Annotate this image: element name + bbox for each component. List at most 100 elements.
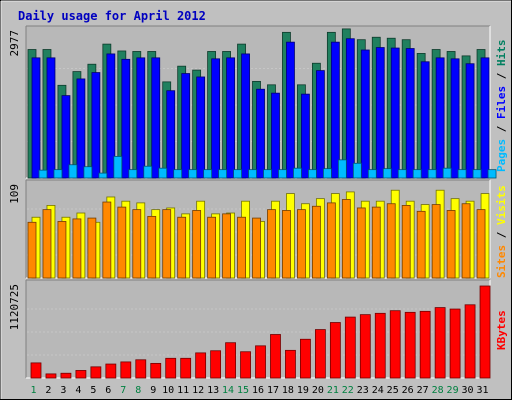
bar-sites-day-8 [132, 209, 142, 279]
day-label-12: 12 [192, 385, 204, 396]
day-label-18: 18 [282, 385, 294, 396]
bar-files-day-18 [286, 41, 295, 179]
bar-sites-day-21 [326, 202, 336, 279]
bar-pages-day-20 [322, 168, 332, 179]
bar-sites-day-15 [237, 216, 246, 279]
bar-sites-day-24 [371, 206, 381, 279]
bar-pages-day-3 [68, 164, 78, 179]
axis-label-part: Hits [495, 40, 508, 67]
day-label-3: 3 [60, 385, 66, 396]
bar-files-day-3 [61, 95, 71, 179]
bar-sites-day-2 [42, 209, 52, 279]
bar-pages-day-21 [337, 159, 347, 179]
bar-kbytes-day-30 [464, 304, 476, 379]
bar-pages-day-14 [233, 169, 242, 179]
bar-files-day-12 [196, 76, 206, 179]
bar-sites-day-16 [252, 217, 261, 279]
bar-pages-day-15 [248, 169, 257, 179]
bar-kbytes-day-31 [479, 285, 491, 379]
bar-pages-day-5 [98, 172, 108, 179]
bar-kbytes-day-24 [374, 312, 386, 379]
bar-files-day-8 [136, 57, 146, 179]
bar-files-day-29 [450, 58, 460, 179]
bar-files-day-20 [315, 70, 325, 179]
bar-files-day-6 [106, 53, 116, 179]
axis-label-part: Pages [495, 139, 508, 172]
bar-pages-day-19 [308, 169, 317, 179]
bar-pages-day-13 [218, 169, 228, 179]
bar-sites-day-7 [117, 206, 127, 279]
bar-files-day-17 [271, 92, 280, 179]
axis-label-part: Visits [495, 185, 508, 225]
day-label-14: 14 [222, 385, 234, 396]
ymax-label-kbytes: 1120725 [8, 284, 21, 330]
bar-files-day-13 [211, 58, 221, 179]
bar-files-day-16 [256, 88, 265, 179]
day-label-31: 31 [476, 385, 488, 396]
bar-sites-day-13 [207, 216, 217, 279]
day-label-8: 8 [135, 385, 141, 396]
day-label-7: 7 [120, 385, 126, 396]
day-label-1: 1 [30, 385, 36, 396]
bar-kbytes-day-20 [314, 329, 326, 379]
bar-pages-day-10 [173, 169, 183, 179]
bar-sites-day-5 [87, 217, 97, 279]
bar-sites-day-29 [446, 210, 456, 279]
bar-files-day-28 [435, 57, 445, 179]
day-label-15: 15 [237, 385, 249, 396]
bar-kbytes-day-25 [389, 310, 401, 379]
bar-files-day-14 [226, 57, 235, 179]
bar-files-day-19 [301, 93, 310, 179]
day-label-28: 28 [432, 385, 444, 396]
bar-sites-day-17 [267, 209, 276, 279]
bar-files-day-26 [405, 48, 415, 179]
bar-pages-day-23 [367, 169, 377, 179]
bar-pages-day-17 [278, 169, 287, 179]
ymax-label-hits: 2977 [8, 30, 21, 57]
day-label-10: 10 [162, 385, 174, 396]
bar-pages-day-11 [188, 169, 198, 179]
bar-sites-day-23 [356, 207, 366, 279]
bar-pages-day-1 [38, 169, 48, 179]
bar-kbytes-day-5 [90, 366, 102, 379]
bar-files-day-5 [91, 72, 101, 179]
bar-kbytes-day-21 [329, 322, 341, 379]
bar-pages-day-6 [113, 156, 123, 179]
bar-sites-day-14 [222, 213, 231, 279]
bar-sites-day-9 [147, 215, 157, 279]
bar-kbytes-day-10 [165, 357, 177, 379]
bar-kbytes-day-8 [135, 359, 147, 379]
bar-kbytes-day-1 [30, 362, 42, 379]
day-label-5: 5 [90, 385, 96, 396]
bar-kbytes-day-23 [359, 314, 371, 379]
bar-pages-day-22 [352, 162, 362, 179]
bar-pages-day-30 [472, 169, 482, 179]
bar-files-day-7 [121, 58, 131, 179]
bar-files-day-24 [375, 47, 385, 179]
bar-files-day-22 [345, 38, 355, 179]
bar-sites-day-3 [57, 221, 67, 279]
bar-pages-day-29 [457, 169, 467, 179]
bar-sites-day-1 [27, 221, 37, 279]
bar-kbytes-day-15 [240, 351, 251, 379]
bar-sites-day-27 [416, 210, 426, 279]
day-label-29: 29 [447, 385, 459, 396]
day-label-9: 9 [150, 385, 156, 396]
bar-kbytes-day-12 [195, 352, 207, 379]
bar-kbytes-day-4 [75, 370, 87, 379]
bar-pages-day-8 [143, 165, 153, 179]
bar-pages-day-28 [442, 167, 452, 179]
bar-kbytes-day-7 [120, 361, 132, 379]
bar-sites-day-26 [401, 205, 411, 279]
day-label-17: 17 [267, 385, 279, 396]
bar-pages-day-26 [412, 169, 422, 179]
bar-pages-day-9 [158, 167, 168, 179]
bar-sites-day-12 [192, 210, 202, 279]
bar-pages-day-16 [263, 169, 272, 179]
day-label-4: 4 [75, 385, 81, 396]
bar-kbytes-day-18 [285, 349, 296, 379]
day-label-30: 30 [462, 385, 474, 396]
bar-kbytes-day-11 [180, 357, 192, 379]
axis-label-visits: Sites / Visits [495, 185, 508, 278]
